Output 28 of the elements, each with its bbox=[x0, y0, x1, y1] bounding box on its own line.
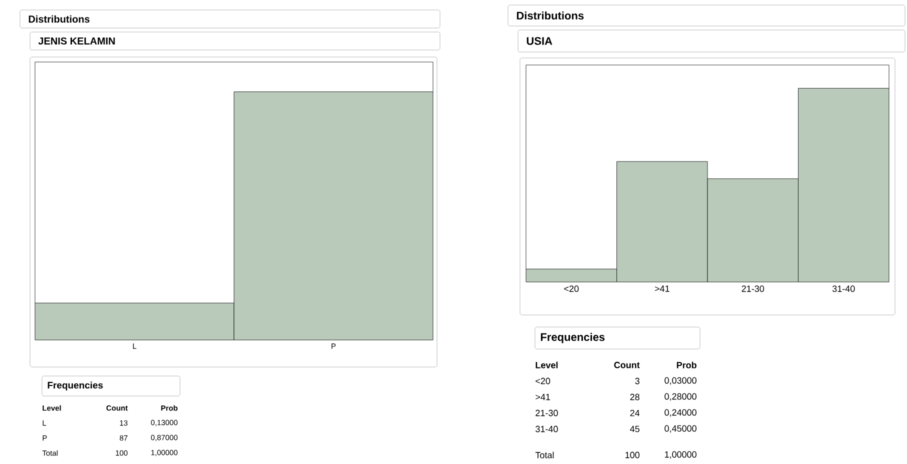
x-tick-label: <20 bbox=[564, 286, 579, 292]
text: 100 bbox=[625, 452, 640, 458]
text: Level bbox=[536, 362, 558, 368]
text: 0,45000 bbox=[664, 425, 696, 433]
text: Frequencies bbox=[540, 332, 605, 344]
text: 28 bbox=[630, 394, 640, 400]
text: 1,00000 bbox=[664, 451, 696, 459]
text: 24 bbox=[630, 410, 640, 416]
text: 0,28000 bbox=[664, 393, 696, 401]
text: 45 bbox=[630, 426, 640, 432]
category-label: 21-30 bbox=[536, 410, 558, 416]
text: Distributions bbox=[28, 15, 90, 23]
x-tick-label: >41 bbox=[654, 286, 670, 292]
category-label: 31-40 bbox=[536, 426, 558, 432]
x-tick-label: 21-30 bbox=[742, 286, 764, 292]
chart-title: JENIS KELAMIN bbox=[38, 37, 115, 45]
category-label: <20 bbox=[536, 378, 550, 384]
x-tick-label: 31-40 bbox=[832, 286, 855, 292]
text: 3 bbox=[635, 378, 640, 384]
text: 0,03000 bbox=[664, 377, 696, 385]
chart-title: USIA bbox=[526, 37, 552, 45]
text: Total bbox=[535, 452, 554, 458]
text: 0,24000 bbox=[664, 409, 696, 417]
text: Count bbox=[614, 362, 640, 368]
text: Distributions bbox=[516, 11, 584, 20]
text: Frequencies bbox=[48, 382, 103, 390]
text: Prob bbox=[676, 362, 696, 368]
category-label: >41 bbox=[536, 394, 550, 400]
